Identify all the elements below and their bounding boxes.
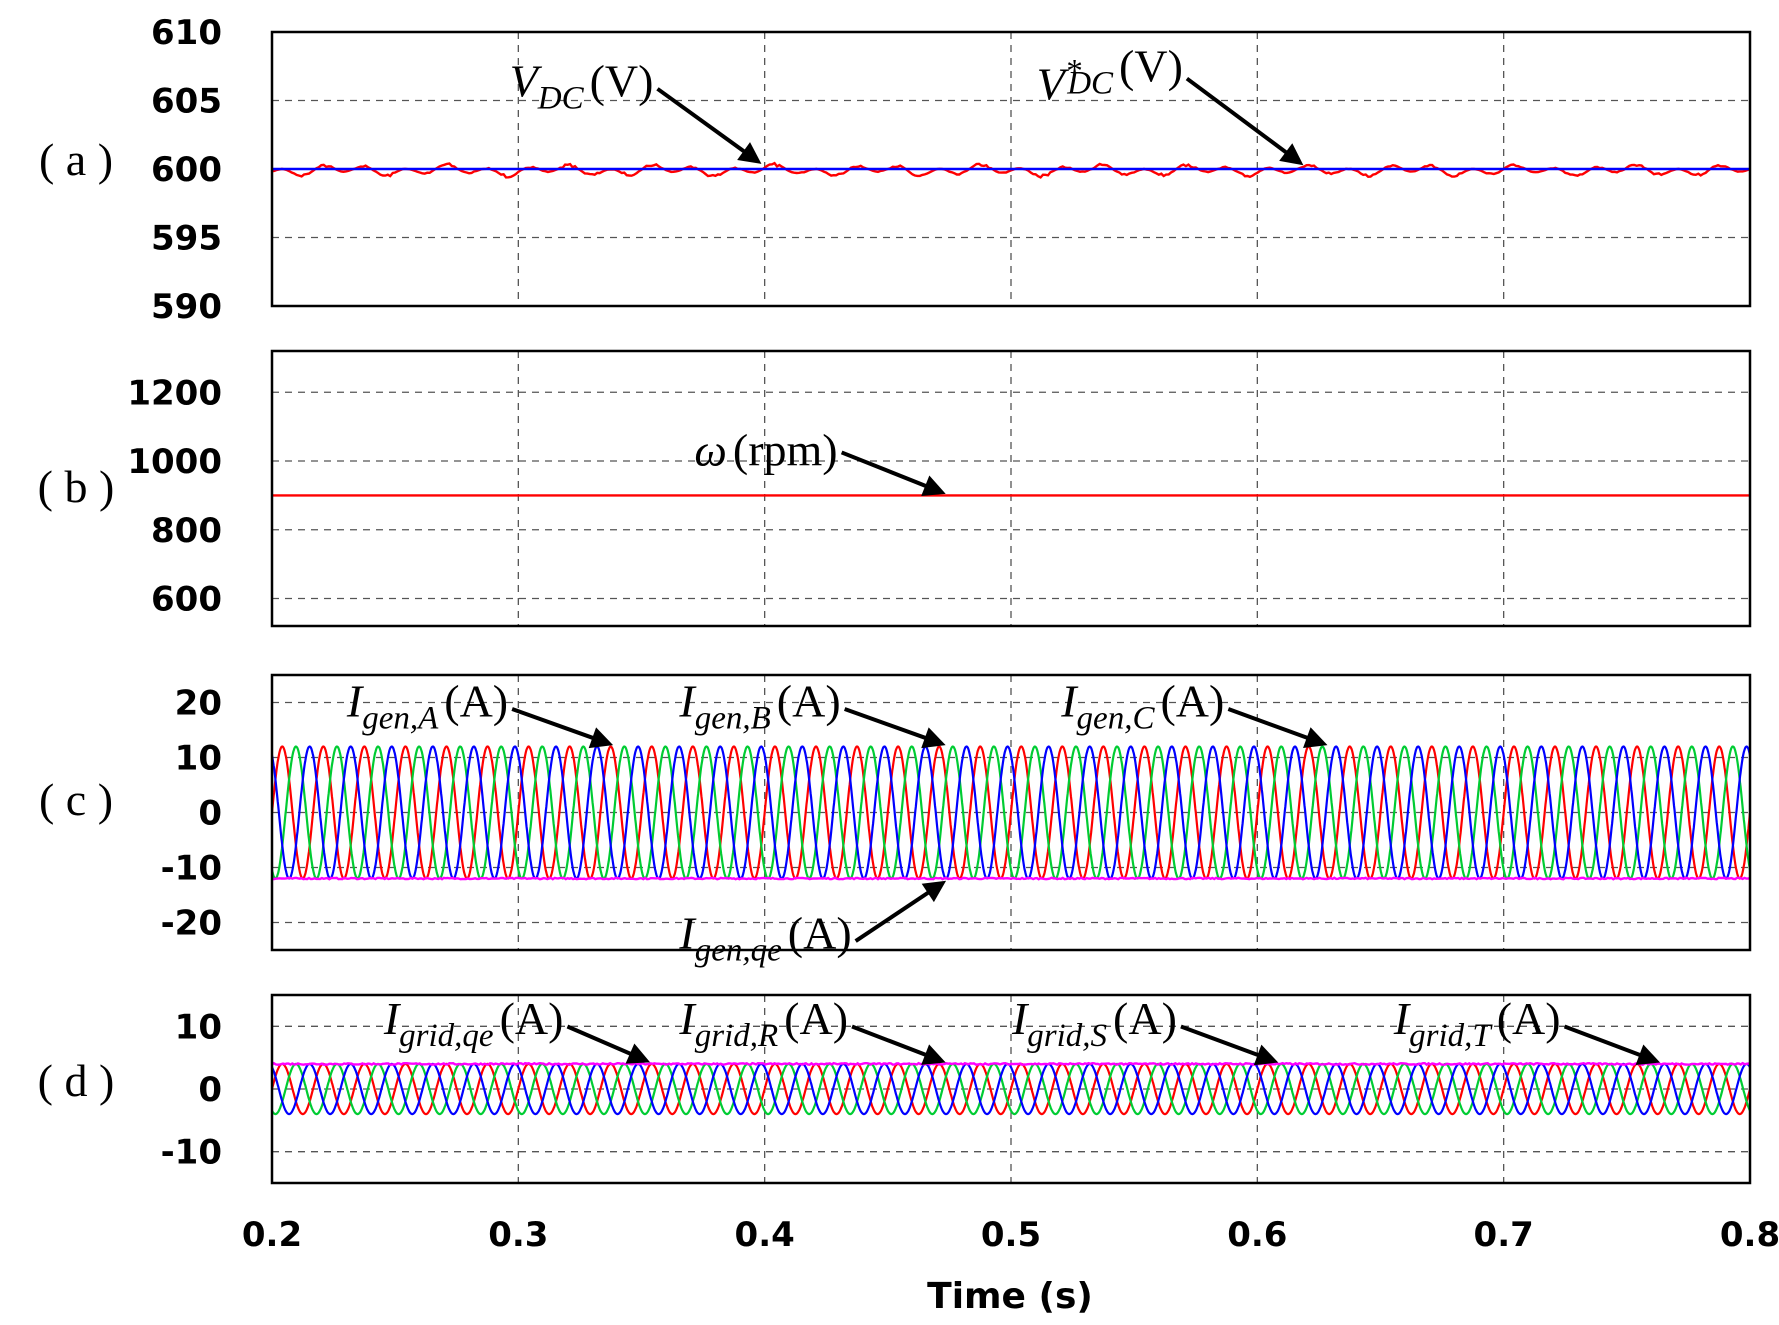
y-tick-label: 10: [175, 739, 222, 779]
annotation-arrow: [854, 886, 936, 943]
x-tick-label: 0.5: [981, 1215, 1041, 1255]
y-tick-label: 0: [198, 794, 222, 834]
arrow-head: [1253, 1044, 1279, 1066]
y-tick-label: 10: [175, 1007, 222, 1047]
plot-frame: [270, 993, 1752, 1185]
y-tick-label: -10: [161, 1133, 222, 1173]
panel-label: ( c ): [39, 774, 113, 825]
plot-frame: [270, 30, 1752, 308]
series-line: [272, 876, 1750, 881]
annotation-arrow: [656, 87, 752, 158]
annotation-arrow: [1180, 1024, 1266, 1060]
y-tick-label: -10: [161, 849, 222, 889]
x-axis: Time (s) 0.2 0.3 0.4 0.5 0.6 0.7 0.8: [242, 1215, 1779, 1317]
y-tick-label: 595: [151, 219, 222, 259]
annotation-arrow: [840, 450, 934, 491]
y-tick-label: -20: [161, 904, 222, 944]
plot-frame: [270, 673, 1752, 952]
annotation-arrow: [1227, 707, 1316, 743]
annotation-arrow: [1185, 76, 1294, 159]
annotation-arrow: [1563, 1024, 1648, 1060]
series-line: [272, 745, 1750, 880]
panel-b: 1200 1000 800 600 ( b ) ω (rpm): [38, 349, 1752, 628]
annotation-label: V*DC (V): [1037, 41, 1183, 110]
arrow-head: [625, 1043, 651, 1064]
annotation-label: Igen,B (A): [678, 676, 840, 737]
arrow-head: [921, 880, 947, 903]
series-line: [272, 1062, 1750, 1116]
x-tick-label: 0.7: [1474, 1215, 1534, 1255]
annotation-label: Igrid,R (A): [678, 993, 848, 1054]
panel-d: 10 0 -10 ( d ) Igrid,qe (A) Igrid,R (A) Igrid,S(…: [38, 993, 1752, 1185]
annotation-label: Igen,qe (A): [678, 908, 851, 969]
arrow-head: [921, 1044, 946, 1065]
arrow-head: [1279, 143, 1304, 166]
y-tick-label: 600: [151, 150, 222, 190]
arrow-head: [737, 142, 762, 164]
y-tick-label: 800: [151, 511, 222, 551]
series-line: [272, 745, 1750, 880]
y-tick-label: 600: [151, 580, 222, 620]
annotation: ω (rpm): [694, 424, 946, 496]
annotation: Igen,A (A): [346, 676, 614, 749]
y-tick-label: 1000: [127, 442, 222, 482]
series-group: [272, 161, 1750, 179]
panel-c: 20 10 0 -10 -20 ( c ) Igen,A (A) Igen,B (A) Igen,C…: [39, 673, 1752, 969]
arrow-head: [921, 475, 946, 496]
annotation: V*DC (V): [1037, 41, 1304, 166]
panel-label: ( b ): [38, 461, 115, 512]
panel-a: 610 605 600 595 590 ( a ) VDC (V) V*DC (V): [39, 13, 1752, 327]
annotation: Igen,qe (A): [678, 880, 947, 969]
annotation-arrow: [566, 1024, 639, 1059]
annotation-label: Igrid,qe (A): [383, 993, 564, 1054]
y-tick-label: 1200: [127, 373, 222, 413]
series-line: [272, 1062, 1750, 1116]
plot-frame: [270, 349, 1752, 628]
y-tick-label: 605: [151, 82, 222, 122]
annotation: Igen,C (A): [1060, 676, 1328, 748]
annotation: Igrid,T (A): [1393, 993, 1661, 1066]
panel-label: ( a ): [39, 134, 113, 185]
x-tick-label: 0.4: [735, 1215, 795, 1255]
annotation-label: Igrid,S (A): [1011, 993, 1177, 1054]
annotation: Igrid,R (A): [678, 993, 946, 1065]
y-tick-label: 20: [175, 684, 222, 724]
arrow-head: [1635, 1044, 1661, 1066]
arrow-head: [1303, 727, 1328, 748]
annotation-label: Igrid,T (A): [1393, 993, 1561, 1054]
arrow-head: [921, 727, 946, 749]
x-tick-label: 0.6: [1227, 1215, 1287, 1255]
series-line: [272, 745, 1750, 880]
annotation-label: Igen,A (A): [346, 676, 508, 737]
arrow-head: [588, 727, 614, 749]
x-tick-label: 0.3: [488, 1215, 548, 1255]
annotation-arrow: [851, 1024, 934, 1060]
series-group: [272, 745, 1750, 881]
y-tick-label: 590: [151, 287, 222, 327]
series-line: [272, 1061, 1750, 1067]
series-group: [272, 1061, 1750, 1116]
annotation: Igen,B (A): [678, 676, 946, 749]
annotation-arrow: [511, 707, 601, 743]
series-line: [272, 1062, 1750, 1116]
annotation-arrow: [843, 707, 934, 743]
panel-label: ( d ): [38, 1055, 115, 1106]
y-tick-label: 610: [151, 13, 222, 53]
x-tick-label: 0.8: [1720, 1215, 1779, 1255]
annotation: Igrid,S (A): [1011, 993, 1279, 1066]
x-axis-label: Time (s): [927, 1276, 1093, 1317]
x-tick-label: 0.2: [242, 1215, 302, 1255]
annotation-label: ω (rpm): [694, 424, 837, 475]
annotation: VDC (V): [510, 55, 762, 164]
annotation: Igrid,qe (A): [383, 993, 651, 1064]
y-tick-label: 0: [198, 1070, 222, 1110]
annotation-label: Igen,C (A): [1060, 676, 1224, 737]
annotation-label: VDC (V): [510, 55, 654, 116]
